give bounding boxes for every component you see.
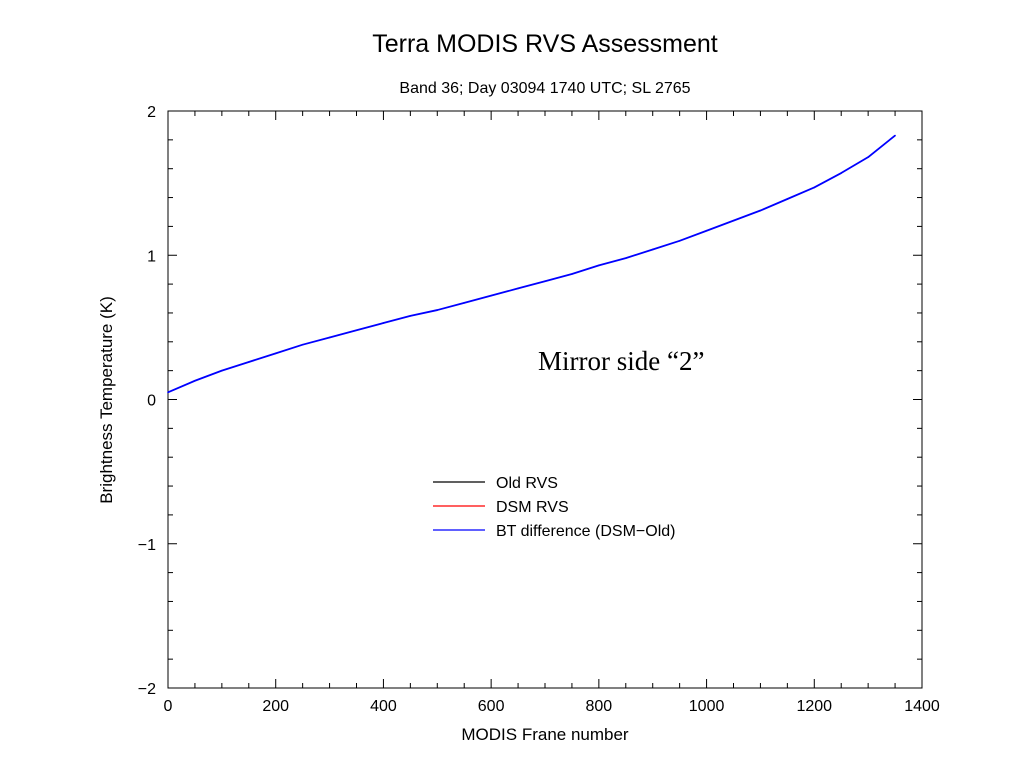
y-axis: −2 −1 0 1 2 [138, 104, 922, 698]
chart-subtitle: Band 36; Day 03094 1740 UTC; SL 2765 [399, 80, 690, 97]
plot-frame [167, 110, 923, 689]
x-tick-label: 1400 [904, 698, 940, 715]
y-tick-label: 1 [147, 248, 156, 265]
x-tick-label: 200 [262, 698, 289, 715]
y-tick-label: −2 [138, 681, 156, 698]
x-tick-label: 1200 [796, 698, 832, 715]
x-tick-label: 800 [586, 698, 613, 715]
series-point [328, 336, 331, 339]
y-axis-label: Brightness Temperature (K) [97, 296, 116, 504]
series-point [598, 264, 600, 267]
legend-label: Old RVS [496, 475, 558, 492]
x-axis: 0 200 400 600 800 1000 1200 1400 [164, 111, 940, 715]
series-point [167, 391, 169, 394]
legend-label: BT difference (DSM−Old) [496, 523, 675, 540]
series-point [813, 186, 816, 189]
y-tick-label: −1 [138, 537, 156, 554]
series-point [517, 287, 519, 290]
plot-area: 0 200 400 600 800 1000 1200 1400 −2 −1 0 1 2 [138, 104, 940, 715]
series-point [355, 329, 358, 332]
series-point [221, 369, 223, 372]
series-point [678, 240, 681, 242]
series-point [786, 198, 789, 200]
series-point [894, 134, 896, 137]
x-tick-label: 600 [478, 698, 505, 715]
series-point [382, 322, 385, 324]
series-point [840, 172, 843, 174]
series-line [167, 134, 896, 394]
x-tick-label: 1000 [689, 698, 725, 715]
x-tick-label: 400 [370, 698, 397, 715]
series-point [274, 352, 277, 355]
series-point [705, 229, 708, 232]
series-layer [167, 134, 896, 394]
x-axis-label: MODIS Frane number [461, 725, 629, 744]
series-point [624, 257, 627, 259]
series-point [247, 361, 250, 363]
y-tick-label: 2 [147, 104, 156, 121]
series-point [463, 302, 466, 304]
series-point [409, 315, 412, 317]
series-point [194, 379, 196, 382]
series-point [301, 343, 304, 346]
legend: Old RVS DSM RVS BT difference (DSM−Old) [433, 475, 675, 540]
y-tick-label: 0 [147, 393, 156, 410]
series-point [436, 309, 439, 311]
series-point [651, 248, 654, 251]
series-point [571, 273, 573, 275]
series-point [490, 294, 492, 297]
chart-title: Terra MODIS RVS Assessment [372, 30, 718, 58]
series-point [544, 280, 546, 283]
mirror-side-annotation: Mirror side “2” [538, 346, 704, 376]
series-point [759, 209, 762, 212]
x-tick-label: 0 [164, 698, 173, 715]
series-point [732, 219, 735, 222]
legend-label: DSM RVS [496, 499, 569, 516]
series-point [867, 156, 869, 158]
